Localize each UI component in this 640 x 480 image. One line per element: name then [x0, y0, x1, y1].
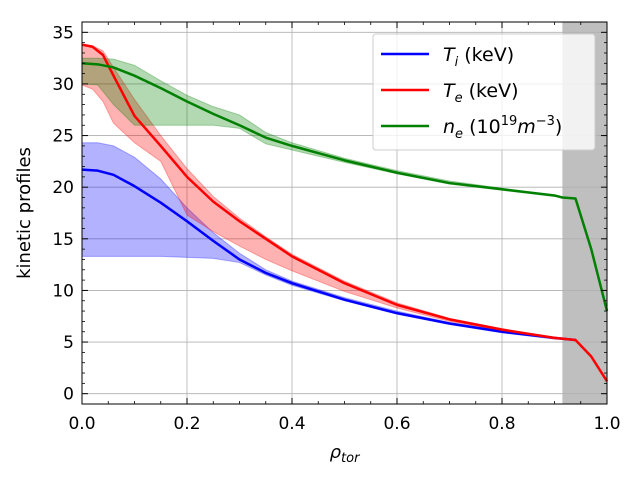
line-Te: [81, 43, 609, 382]
x-tick-label: 1.0: [593, 414, 620, 434]
y-tick-label: 10: [52, 281, 74, 301]
x-tick-label: 0.8: [488, 414, 515, 434]
line-Ti: [81, 168, 576, 342]
y-axis-label: kinetic profiles: [14, 147, 35, 279]
y-tick-label: 0: [63, 385, 74, 405]
x-axis-label: ρtor: [330, 442, 361, 466]
x-tick-label: 0.0: [68, 414, 95, 434]
legend-label-Ti: Ti (keV): [443, 44, 514, 70]
x-tick-label: 0.2: [173, 414, 200, 434]
x-axis-label-symbol: ρ: [330, 442, 342, 463]
x-axis-label-subscript: tor: [341, 451, 361, 466]
line-ne: [81, 62, 609, 312]
legend-box: [372, 33, 596, 151]
y-tick-label: 30: [52, 75, 74, 95]
y-tick-label: 25: [52, 127, 74, 147]
legend-label-ne: ne (1019m−3): [443, 114, 562, 142]
y-tick-label: 35: [52, 23, 74, 43]
x-tick-label: 0.4: [278, 414, 305, 434]
y-tick-label: 5: [63, 333, 74, 353]
x-tick-label: 0.6: [383, 414, 410, 434]
legend-label-Te: Te (keV): [443, 80, 519, 106]
y-tick-label: 20: [52, 178, 74, 198]
y-tick-label: 15: [52, 230, 74, 250]
